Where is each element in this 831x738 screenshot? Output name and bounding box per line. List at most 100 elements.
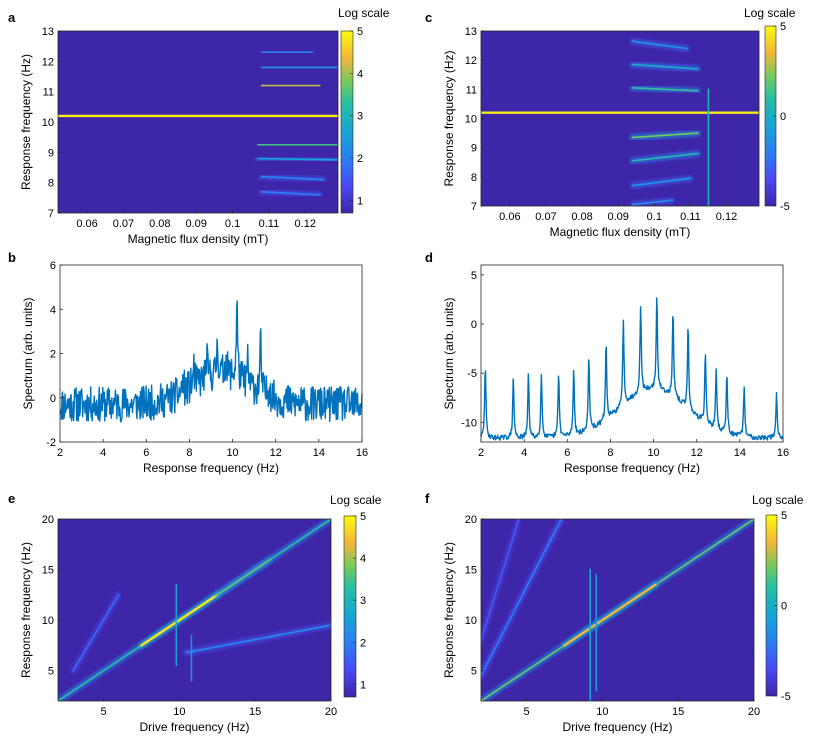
heatmap-f-xtick-label: 20: [748, 706, 760, 718]
heatmap-a-colorbar-label: 5: [357, 26, 363, 38]
heatmap-e-xtick-label: 20: [325, 706, 337, 718]
heatmap-c-ridge: [631, 199, 674, 206]
spectrum-b-ytick-label: 6: [50, 260, 56, 272]
heatmap-c-ytick-label: 12: [465, 55, 477, 67]
heatmap-a-colorbar-label: 2: [357, 153, 363, 165]
heatmap-c-ytick-label: 10: [465, 114, 477, 126]
heatmap-e-ylabel: Response frequency (Hz): [19, 542, 33, 678]
panel-label-c: c: [425, 10, 432, 25]
heatmap-a-ridge: [260, 190, 321, 196]
heatmap-c-ridge: [631, 63, 699, 70]
spectrum-b-xtick-label: 16: [356, 447, 368, 459]
spectrum-b-xtick-label: 4: [100, 447, 106, 459]
colorbar-caption-c: Log scale: [744, 6, 796, 20]
heatmap-e-colorbar-label: 4: [360, 553, 366, 565]
heatmap-f-axes-frame: [480, 518, 755, 702]
spectrum-b-ytick-label: 4: [50, 304, 56, 316]
heatmap-e-ytick-label: 15: [42, 565, 54, 577]
spectrum-b-ytick-label: -2: [46, 437, 56, 449]
spectrum-d-ytick-label: -5: [467, 368, 477, 380]
heatmap-e-ytick-label: 20: [42, 514, 54, 526]
spectrum-d-xtick-label: 10: [647, 447, 659, 459]
heatmap-c-ytick-label: 8: [471, 172, 477, 184]
heatmap-c-ytick-label: 11: [466, 84, 477, 96]
heatmap-e-ytick-label: 10: [42, 615, 54, 627]
heatmap-e-ridges: [58, 519, 331, 701]
heatmap-a-ytick-label: 9: [48, 147, 54, 159]
spectrum-d-xtick-label: 2: [478, 447, 484, 459]
colorbar-caption-a: Log scale: [338, 6, 390, 20]
heatmap-f-ridge: [563, 583, 657, 647]
spectrum-d-ytick-label: 0: [471, 319, 477, 331]
heatmap-c-xtick-label: 0.08: [571, 211, 592, 223]
heatmap-a-colorbar-label: 3: [357, 111, 363, 123]
heatmap-c-ytick-label: 7: [471, 201, 477, 213]
heatmap-f-colorbar-label: 5: [781, 510, 787, 522]
heatmap-f-xtick-label: 5: [523, 706, 529, 718]
heatmap-f-xtick-label: 15: [672, 706, 684, 718]
heatmap-c-xtick-label: 0.1: [647, 211, 662, 223]
heatmap-e-colorbar-label: 5: [360, 511, 366, 523]
spectrum-d-xtick-label: 16: [777, 447, 789, 459]
spectrum-b-xlabel: Response frequency (Hz): [143, 461, 279, 475]
heatmap-f-xlabel: Drive frequency (Hz): [562, 720, 672, 734]
spectrum-b-series-line: [59, 300, 363, 423]
spectrum-d-xtick-label: 12: [691, 447, 703, 459]
heatmap-c-xtick-label: 0.11: [680, 211, 701, 223]
heatmap-f-ytick-label: 5: [471, 666, 477, 678]
heatmap-c-xtick-label: 0.06: [499, 211, 520, 223]
spectrum-d-ytick-label: 5: [471, 270, 477, 282]
spectrum-d-plot-area: [481, 265, 783, 442]
spectrum-b-ylabel: Spectrum (arb. units): [21, 297, 35, 409]
panel-label-d: d: [425, 250, 433, 265]
heatmap-a-ylabel: Response frequency (Hz): [19, 54, 33, 190]
heatmap-c-ridge: [631, 152, 699, 162]
heatmap-f-ytick-label: 10: [465, 615, 477, 627]
heatmap-e-ridge: [72, 594, 120, 672]
heatmap-a-ytick-label: 11: [43, 87, 54, 99]
spectrum-b-xtick-label: 10: [226, 447, 238, 459]
spectrum-b-xtick-label: 2: [57, 447, 63, 459]
heatmap-c-ridge: [631, 177, 692, 187]
spectrum-d-xlabel: Response frequency (Hz): [564, 461, 700, 475]
spectrum-d-xtick-label: 6: [564, 447, 570, 459]
heatmap-a-colorbar-label: 4: [357, 68, 363, 80]
heatmap-c: 0.06 0.07 0.08 0.09 0.1 0.11 0.12 7 8 9 10 11 12 13 Ma…: [442, 21, 790, 239]
heatmap-c-colorbar-label: -5: [780, 201, 790, 213]
heatmap-a-colorbar-label: 1: [357, 195, 363, 207]
heatmap-a-ridges: [58, 48, 338, 199]
panel-label-e: e: [8, 491, 15, 506]
heatmap-a-xtick-label: 0.09: [185, 218, 206, 230]
heatmap-c-ytick-label: 13: [465, 26, 477, 38]
heatmap-c-xtick-label: 0.12: [716, 211, 737, 223]
heatmap-c-background: [481, 31, 759, 206]
heatmap-e-ridge: [216, 558, 272, 596]
heatmap-f-ridges: [481, 519, 754, 701]
spectrum-d-axes-frame: [480, 264, 784, 443]
spectrum-d: 2 4 6 8 10 12 14 16 -10 -5 0 5 Response frequency (H…: [442, 264, 789, 475]
spectrum-b-xtick-label: 6: [143, 447, 149, 459]
heatmap-e-xtick-label: 10: [173, 706, 185, 718]
heatmap-a-ytick-label: 13: [42, 26, 54, 38]
heatmap-c-xlabel: Magnetic flux density (mT): [550, 225, 691, 239]
heatmap-a-xtick-label: 0.07: [113, 218, 134, 230]
heatmap-c-ridge: [631, 132, 699, 139]
heatmap-c-ridge: [631, 87, 699, 92]
heatmap-a-xtick-label: 0.06: [76, 218, 97, 230]
heatmap-a-xlabel: Magnetic flux density (mT): [128, 232, 269, 246]
heatmap-a-ytick-label: 10: [42, 117, 54, 129]
heatmap-a: 0.06 0.07 0.08 0.09 0.1 0.11 0.1278910111213Ma…: [19, 26, 363, 246]
heatmap-f-ridge: [481, 519, 563, 677]
spectrum-b: 2 4 6 8 10 12 14 16 -2 0 2 4 6 Response frequency (Hz…: [21, 260, 368, 475]
heatmap-c-xtick-label: 0.09: [607, 211, 628, 223]
heatmap-a-xtick-label: 0.08: [149, 218, 170, 230]
heatmap-e-colorbar-label: 1: [360, 679, 366, 691]
spectrum-b-xtick-label: 8: [186, 447, 192, 459]
heatmap-f-ytick-label: 20: [465, 514, 477, 526]
panel-label-b: b: [8, 250, 16, 265]
heatmap-c-ytick-label: 9: [471, 143, 477, 155]
heatmap-c-ylabel: Response frequency (Hz): [442, 50, 456, 186]
spectrum-d-ylabel: Spectrum (arb. units): [442, 297, 456, 409]
